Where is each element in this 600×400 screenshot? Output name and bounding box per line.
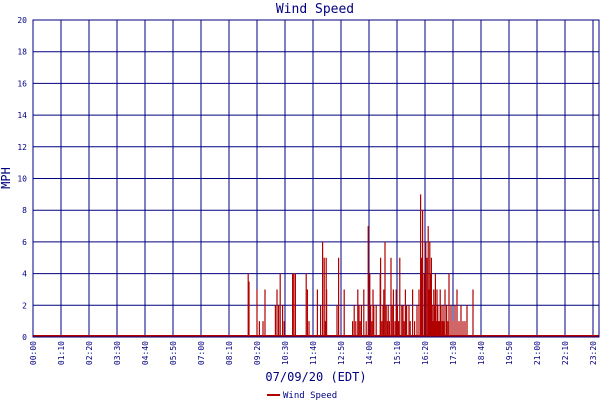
x-tick-labels: 00:00 01:10 02:20 03:30 04:40 05:50 07:00 08:10…	[29, 341, 598, 365]
x-tick-label: 22:10	[561, 341, 570, 365]
chart-title: Wind Speed	[276, 2, 354, 17]
y-tick-label: 16	[17, 79, 27, 88]
x-tick-label: 07:00	[197, 341, 206, 365]
x-tick-label: 09:20	[253, 341, 262, 365]
x-tick-label: 17:30	[449, 341, 458, 365]
x-tick-label: 08:10	[225, 341, 234, 365]
y-tick-label: 18	[17, 48, 27, 57]
legend-label: Wind Speed	[283, 391, 337, 400]
x-tick-label: 18:40	[477, 341, 486, 365]
x-tick-label: 23:20	[589, 341, 598, 365]
x-tick-label: 14:00	[365, 341, 374, 365]
y-tick-label: 20	[17, 16, 27, 25]
x-tick-label: 00:00	[29, 341, 38, 365]
x-tick-label: 11:40	[309, 341, 318, 365]
x-tick-label: 04:40	[141, 341, 150, 365]
grid	[32, 19, 599, 338]
y-tick-label: 6	[22, 238, 27, 247]
y-tick-label: 14	[17, 111, 27, 120]
y-tick-label: 4	[22, 270, 27, 279]
y-tick-label: 12	[17, 143, 27, 152]
y-axis-label: MPH	[0, 167, 13, 189]
y-tick-label: 2	[22, 301, 27, 310]
y-tick-label: 8	[22, 206, 27, 215]
x-tick-label: 21:00	[533, 341, 542, 365]
y-tick-label: 0	[22, 333, 27, 342]
plot-frame	[32, 19, 600, 338]
x-tick-label: 19:50	[505, 341, 514, 365]
bars-group	[33, 194, 599, 337]
y-tick-label: 10	[17, 175, 27, 184]
x-tick-label: 03:30	[113, 341, 122, 365]
x-tick-label: 10:30	[281, 341, 290, 365]
x-tick-label: 12:50	[337, 341, 346, 365]
x-axis-label: 07/09/20 (EDT)	[265, 370, 366, 384]
y-tick-labels: 0 2 4 6 8 10 12 14 16 18 20	[17, 16, 27, 342]
x-tick-label: 05:50	[169, 341, 178, 365]
legend: Wind Speed	[267, 391, 337, 400]
x-tick-label: 02:20	[85, 341, 94, 365]
x-tick-label: 16:20	[421, 341, 430, 365]
x-tick-label: 15:10	[393, 341, 402, 365]
x-tick-label: 01:10	[57, 341, 66, 365]
